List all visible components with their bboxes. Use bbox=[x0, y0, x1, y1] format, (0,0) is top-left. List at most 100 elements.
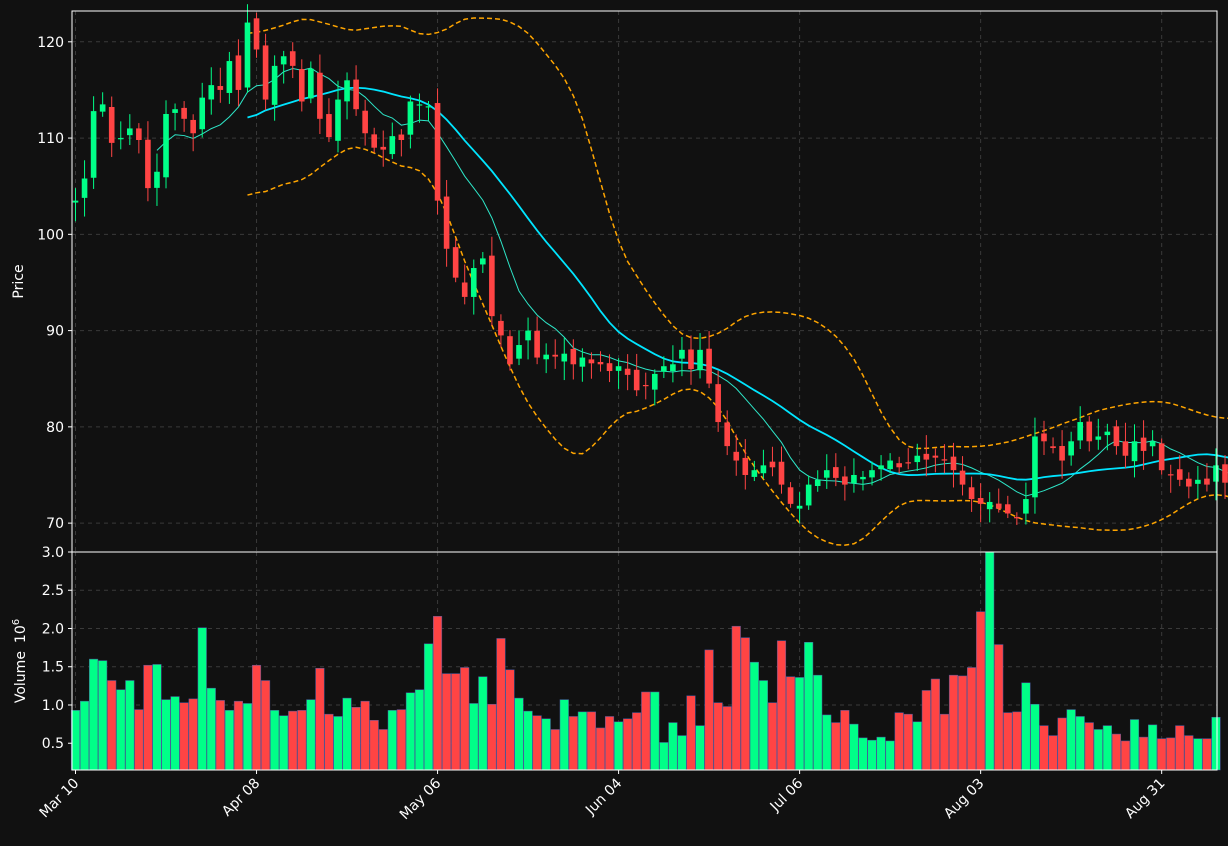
candle-up bbox=[335, 80, 341, 153]
volume-bar bbox=[930, 678, 940, 771]
volume-bar bbox=[722, 706, 732, 771]
candle-up bbox=[1095, 418, 1102, 450]
candle-down bbox=[1113, 420, 1120, 455]
candle-body bbox=[1050, 446, 1056, 449]
volume-bar bbox=[270, 710, 280, 771]
candle-down bbox=[1050, 437, 1056, 454]
volume-bar bbox=[903, 713, 913, 771]
candle-body bbox=[525, 330, 531, 341]
candle-body bbox=[389, 136, 396, 155]
candle-body bbox=[136, 128, 142, 140]
candle-body bbox=[742, 457, 749, 475]
candle-up bbox=[1195, 466, 1201, 499]
volume-bar bbox=[740, 637, 750, 771]
candle-body bbox=[851, 474, 857, 484]
candle-body bbox=[787, 487, 794, 504]
candle-down bbox=[552, 339, 559, 369]
candle-body bbox=[1222, 464, 1228, 483]
candle-down bbox=[842, 466, 848, 501]
candle-body bbox=[615, 366, 622, 371]
volume-panel-frame bbox=[71, 551, 1218, 771]
candle-body bbox=[1122, 441, 1129, 456]
candle-body bbox=[543, 354, 549, 360]
candle-body bbox=[1068, 441, 1074, 456]
volume-bar bbox=[460, 667, 470, 771]
candle-body bbox=[977, 498, 984, 504]
candle-down bbox=[896, 456, 902, 474]
candle-up bbox=[661, 356, 667, 379]
candle-down bbox=[353, 65, 359, 116]
volume-bar bbox=[831, 722, 841, 771]
candle-down bbox=[724, 410, 731, 456]
candle-body bbox=[778, 461, 785, 485]
candle-up bbox=[199, 82, 206, 138]
candle-body bbox=[995, 503, 1002, 509]
volume-bar bbox=[1129, 719, 1140, 771]
candle-up bbox=[1023, 482, 1029, 525]
candle-body bbox=[416, 104, 423, 106]
volume-bar bbox=[242, 703, 253, 771]
candle-body bbox=[670, 364, 676, 372]
candle-up bbox=[516, 330, 522, 366]
candle-body bbox=[706, 348, 712, 384]
volume-bar bbox=[188, 698, 198, 771]
volume-bar bbox=[405, 692, 415, 771]
candle-up bbox=[543, 343, 549, 374]
volume-tick-label: 3.0 bbox=[42, 545, 64, 561]
candle-body bbox=[534, 330, 540, 358]
price-tick-label: 100 bbox=[37, 227, 64, 243]
volume-bar bbox=[1139, 736, 1149, 771]
volume-bar bbox=[894, 712, 904, 771]
volume-bar bbox=[858, 737, 868, 771]
volume-bar bbox=[224, 710, 234, 771]
candle-down bbox=[932, 448, 939, 473]
candle-up bbox=[163, 100, 169, 189]
candle-up bbox=[615, 358, 622, 389]
candle-up bbox=[525, 317, 531, 360]
candle-up bbox=[226, 51, 233, 104]
candle-up bbox=[208, 67, 215, 115]
candle-up bbox=[814, 470, 821, 492]
candle-body bbox=[1032, 436, 1038, 498]
volume-bar bbox=[125, 680, 135, 771]
candlesticks bbox=[72, 4, 1228, 525]
candle-down bbox=[235, 39, 242, 107]
volume-bar bbox=[387, 710, 397, 771]
candle-down bbox=[778, 446, 785, 494]
volume-bar bbox=[1157, 738, 1167, 771]
candle-up bbox=[1131, 424, 1138, 478]
candle-body bbox=[1213, 465, 1219, 482]
candle-down bbox=[326, 98, 332, 143]
candle-body bbox=[842, 476, 848, 485]
candle-up bbox=[1213, 448, 1219, 501]
candle-body bbox=[190, 119, 196, 134]
candle-body bbox=[90, 111, 97, 178]
upper-band-line bbox=[247, 17, 1228, 450]
volume-bar bbox=[1184, 735, 1194, 771]
candle-body bbox=[1041, 433, 1047, 442]
candle-down bbox=[833, 453, 839, 487]
volume-tick-label: 0.5 bbox=[42, 736, 64, 752]
volume-bar bbox=[433, 616, 443, 771]
volume-bar bbox=[523, 710, 533, 771]
volume-bar bbox=[514, 697, 524, 771]
candle-body bbox=[724, 422, 731, 447]
volume-bar bbox=[288, 710, 298, 771]
candle-body bbox=[1086, 421, 1093, 442]
candle-body bbox=[1149, 441, 1156, 447]
candle-body bbox=[308, 68, 314, 99]
candle-body bbox=[1158, 443, 1165, 471]
volume-exponent-power: 6 bbox=[11, 619, 22, 625]
candle-up bbox=[1104, 423, 1111, 451]
candle-up bbox=[72, 188, 79, 222]
volume-bar bbox=[840, 710, 850, 771]
candle-body bbox=[570, 348, 577, 365]
candle-body bbox=[507, 336, 513, 365]
candle-body bbox=[326, 114, 332, 138]
volume-bar bbox=[885, 740, 895, 771]
candle-down bbox=[905, 448, 912, 470]
candle-body bbox=[407, 101, 414, 135]
volume-bar bbox=[1093, 729, 1103, 771]
candle-body bbox=[380, 146, 387, 150]
candle-body bbox=[1104, 431, 1111, 436]
